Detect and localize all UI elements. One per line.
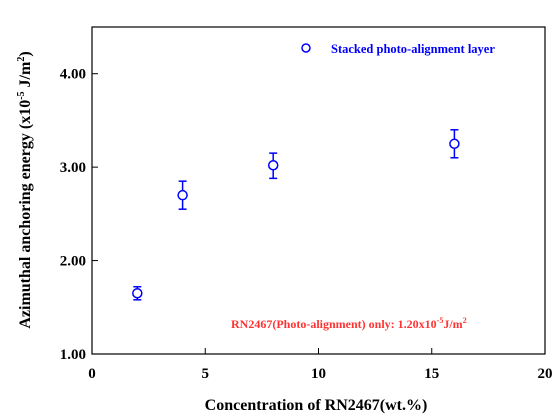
- annotation: RN2467(Photo-alignment) only: 1.20x10-5J…: [231, 316, 467, 331]
- y-axis-label-exp1: -5: [16, 91, 27, 99]
- data-point: [177, 189, 188, 201]
- plot-area: [91, 26, 546, 355]
- legend-marker: [301, 43, 311, 53]
- y-tick-label: 2.00: [60, 254, 86, 270]
- data-point: [449, 138, 460, 150]
- x-tick-label: 0: [88, 366, 96, 382]
- legend: Stacked photo-alignment layer: [301, 42, 495, 56]
- x-tick-label: 15: [424, 366, 439, 382]
- annotation-exp: -5: [437, 316, 444, 325]
- x-tick-label: 5: [202, 366, 210, 382]
- x-tick-label: 10: [311, 366, 326, 382]
- data-point: [267, 160, 279, 171]
- y-axis: 1.00 2.00 3.00 4.00: [60, 67, 98, 363]
- data-series: [132, 129, 460, 301]
- y-axis-label: Azimuthal anchoring energy (x10-5 J/m2): [16, 51, 34, 328]
- annotation-main: RN2467(Photo-alignment) only: 1.20x10: [231, 317, 437, 331]
- annotation-unit: J/m: [443, 317, 462, 331]
- x-axis-label: Concentration of RN2467(wt.%): [205, 397, 428, 414]
- y-tick-label: 4.00: [60, 67, 86, 83]
- y-axis-label-end: ): [17, 51, 34, 56]
- y-axis-label-exp2: 2: [16, 57, 27, 62]
- y-tick-label: 3.00: [60, 160, 86, 176]
- annotation-exp2: 2: [463, 316, 467, 325]
- y-axis-label-mid: J/m: [17, 61, 34, 91]
- x-tick-label: 20: [538, 366, 553, 382]
- x-axis: 0 5 10 15 20: [88, 348, 553, 382]
- y-tick-label: 1.00: [60, 347, 86, 363]
- y-axis-label-main: Azimuthal anchoring energy (x10: [17, 100, 34, 329]
- data-point: [132, 288, 143, 299]
- legend-label: Stacked photo-alignment layer: [331, 42, 495, 56]
